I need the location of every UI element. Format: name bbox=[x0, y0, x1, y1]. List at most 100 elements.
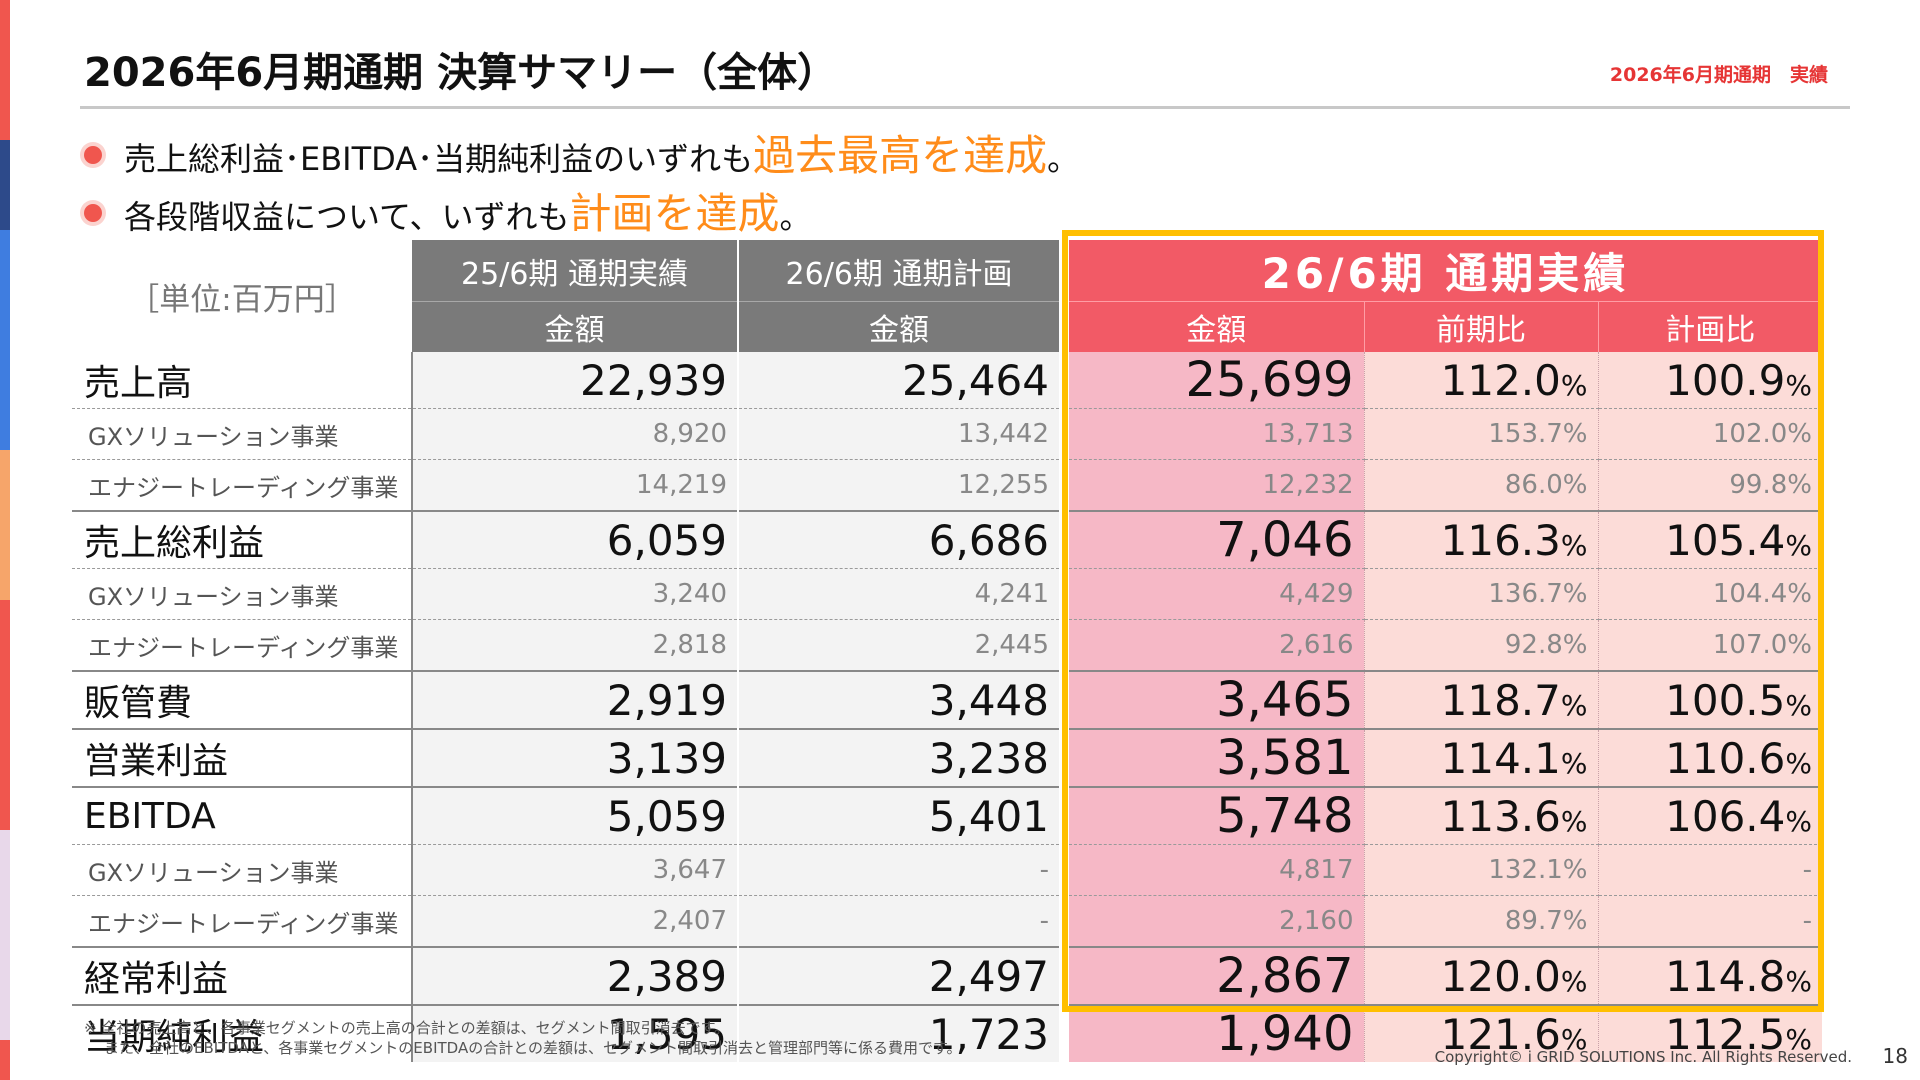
table-row: 売上高 22,939 25,464 25,699 112.0% 100.9% bbox=[72, 352, 1822, 409]
cell-prev-year: 6,059 bbox=[412, 510, 739, 569]
cell-yoy-value: 121.6 bbox=[1440, 1009, 1561, 1059]
cell-prev-year-value: 1,595 bbox=[606, 1009, 727, 1059]
cell-actual-value: 2,160 bbox=[1279, 906, 1354, 936]
cell-yoy-value: 120.0 bbox=[1440, 951, 1561, 1001]
cell-prev-year: 2,389 bbox=[412, 946, 739, 1005]
table-row: 販管費 2,919 3,448 3,465 118.7% 100.5% bbox=[72, 670, 1822, 729]
cell-plan: 5,401 bbox=[738, 786, 1069, 845]
row-label-value: EBITDA bbox=[84, 795, 216, 837]
percent-unit: % bbox=[1560, 964, 1588, 998]
title-divider bbox=[80, 106, 1850, 109]
cell-actual: 7,046 bbox=[1064, 510, 1365, 569]
row-label-value: 販管費 bbox=[84, 683, 193, 724]
cell-prev-year: 2,407 bbox=[412, 895, 739, 947]
footnote: ※ 全社の売上高と、各事業セグメントの売上高の合計との差額は、セグメント間取引消… bbox=[84, 1018, 962, 1058]
row-label-value: 売上高 bbox=[84, 363, 193, 404]
cell-actual-value: 4,429 bbox=[1279, 579, 1354, 609]
cell-prev-year-value: 3,647 bbox=[652, 855, 727, 885]
cell-actual-value: 1,940 bbox=[1216, 1006, 1354, 1062]
cell-yoy-value: 114.1 bbox=[1440, 733, 1561, 783]
cell-prev-year: 22,939 bbox=[412, 352, 739, 409]
cell-vs-plan-value: 105.4 bbox=[1665, 515, 1786, 565]
percent-unit: % bbox=[1785, 746, 1812, 780]
cell-prev-year-value: 3,240 bbox=[652, 579, 727, 609]
bullet-suffix: 。 bbox=[779, 198, 812, 236]
cell-plan-value: 4,241 bbox=[974, 579, 1049, 609]
header-amount: 金額 bbox=[738, 301, 1069, 352]
table-row: エナジートレーディング事業 14,219 12,255 12,232 86.0% 99.8… bbox=[72, 459, 1822, 511]
cell-actual-value: 7,046 bbox=[1216, 512, 1354, 568]
percent-unit: % bbox=[1560, 368, 1588, 402]
cell-vs-plan: - bbox=[1598, 844, 1822, 896]
cell-yoy: 92.8% bbox=[1364, 619, 1599, 671]
row-label: 売上総利益 bbox=[72, 510, 413, 569]
cell-plan-value: 3,238 bbox=[928, 733, 1049, 783]
row-label: 経常利益 bbox=[72, 946, 413, 1005]
cell-prev-year-value: 5,059 bbox=[606, 791, 727, 841]
cell-prev-year-value: 2,818 bbox=[652, 630, 727, 660]
bullet-dot-icon bbox=[84, 204, 102, 222]
page-number: 18 bbox=[1882, 1044, 1908, 1068]
row-label: EBITDA bbox=[72, 786, 413, 845]
cell-prev-year-value: 2,919 bbox=[606, 675, 727, 725]
cell-yoy: 114.1% bbox=[1364, 728, 1599, 787]
cell-yoy-value: 153.7% bbox=[1488, 419, 1588, 449]
table-row: EBITDA 5,059 5,401 5,748 113.6% 106.4% bbox=[72, 786, 1822, 845]
percent-unit: % bbox=[1560, 528, 1588, 562]
cell-plan: 25,464 bbox=[738, 352, 1069, 409]
cell-actual: 3,581 bbox=[1064, 728, 1365, 787]
unit-label: ［単位:百万円］ bbox=[128, 281, 356, 318]
row-label-value: 経常利益 bbox=[84, 959, 229, 1000]
cell-prev-year-value: 2,407 bbox=[652, 906, 727, 936]
cell-yoy: 153.7% bbox=[1364, 408, 1599, 460]
row-label-value: 営業利益 bbox=[84, 741, 229, 782]
header-actual: 26/6期 通期実績 bbox=[1064, 240, 1822, 302]
row-label: GXソリューション事業 bbox=[72, 844, 413, 896]
cell-yoy: 86.0% bbox=[1364, 459, 1599, 511]
cell-vs-plan: 107.0% bbox=[1598, 619, 1822, 671]
cell-vs-plan-value: 106.4 bbox=[1665, 791, 1786, 841]
cell-prev-year: 1,595 bbox=[412, 1004, 739, 1062]
row-label-value: GXソリューション事業 bbox=[88, 582, 339, 611]
cell-yoy-value: 89.7% bbox=[1504, 906, 1588, 936]
cell-vs-plan: 105.4% bbox=[1598, 510, 1822, 569]
cell-plan: 4,241 bbox=[738, 568, 1069, 620]
cell-prev-year: 2,818 bbox=[412, 619, 739, 671]
footnote-line: また、全社のEBITDAと、各事業セグメントのEBITDAの合計との差額は、セグ… bbox=[104, 1039, 962, 1057]
cell-actual: 25,699 bbox=[1064, 352, 1365, 409]
bullet-dot-icon bbox=[84, 146, 102, 164]
cell-plan-value: 1,723 bbox=[928, 1009, 1049, 1059]
row-label: 営業利益 bbox=[72, 728, 413, 787]
cell-yoy: 120.0% bbox=[1364, 946, 1599, 1005]
cell-plan-value: 13,442 bbox=[958, 419, 1049, 449]
bullet-highlight: 計画を達成 bbox=[569, 189, 780, 238]
cell-yoy: 113.6% bbox=[1364, 786, 1599, 845]
table-row: GXソリューション事業 8,920 13,442 13,713 153.7% 102.0% bbox=[72, 408, 1822, 460]
cell-vs-plan: 112.5% bbox=[1598, 1004, 1822, 1062]
cell-vs-plan: - bbox=[1598, 895, 1822, 947]
cell-yoy-value: 86.0% bbox=[1504, 470, 1588, 500]
table-row: 売上総利益 6,059 6,686 7,046 116.3% 105.4% bbox=[72, 510, 1822, 569]
cell-yoy-value: 132.1% bbox=[1488, 855, 1588, 885]
cell-vs-plan-value: 99.8% bbox=[1729, 470, 1812, 500]
percent-unit: % bbox=[1785, 368, 1812, 402]
cell-vs-plan-value: 100.9 bbox=[1665, 355, 1786, 405]
cell-yoy-value: 118.7 bbox=[1440, 675, 1561, 725]
cell-plan-value: 6,686 bbox=[928, 515, 1049, 565]
cell-yoy-value: 116.3 bbox=[1440, 515, 1561, 565]
row-label: 当期純利益 bbox=[72, 1004, 413, 1062]
row-label-value: 当期純利益 bbox=[84, 1017, 265, 1058]
cell-actual-value: 2,616 bbox=[1279, 630, 1354, 660]
bullet-text: 各段階収益について、いずれも bbox=[124, 198, 570, 236]
cell-yoy: 112.0% bbox=[1364, 352, 1599, 409]
cell-vs-plan-value: 104.4% bbox=[1712, 579, 1812, 609]
cell-prev-year-value: 2,389 bbox=[606, 951, 727, 1001]
table-row: エナジートレーディング事業 2,407 - 2,160 89.7% - bbox=[72, 895, 1822, 947]
cell-plan-value: 3,448 bbox=[928, 675, 1049, 725]
cell-plan: 12,255 bbox=[738, 459, 1069, 511]
cell-plan: 1,723 bbox=[738, 1004, 1069, 1062]
cell-plan: 3,238 bbox=[738, 728, 1069, 787]
cell-vs-plan: 104.4% bbox=[1598, 568, 1822, 620]
cell-actual-value: 5,748 bbox=[1216, 788, 1354, 844]
cell-vs-plan-value: - bbox=[1802, 906, 1812, 936]
